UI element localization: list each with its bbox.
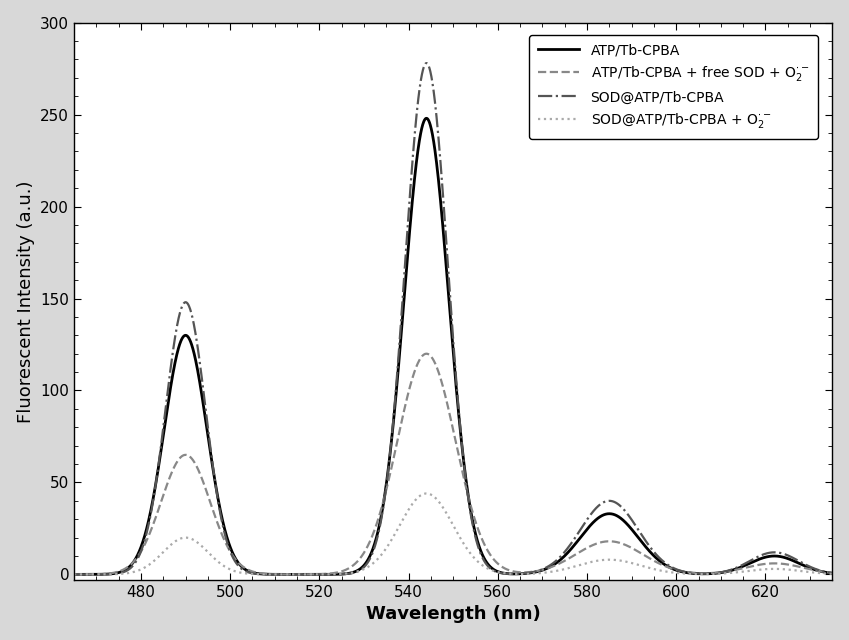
- ATP/Tb-CPBA: [355, 565, 365, 573]
- Line: SOD@ATP/Tb-CPBA: SOD@ATP/Tb-CPBA: [60, 63, 841, 574]
- Legend: ATP/Tb-CPBA, ATP/Tb-CPBA + free SOD + O$_2^{\cdot-}$, SOD@ATP/Tb-CPBA, SOD@ATP/T: ATP/Tb-CPBA, ATP/Tb-CPBA + free SOD + O$…: [530, 35, 818, 139]
- SOD@ATP/Tb-CPBA + O$_2^{\cdot-}$: [836, 570, 846, 578]
- SOD@ATP/Tb-CPBA + O$_2^{\cdot-}$: [737, 568, 747, 575]
- SOD@ATP/Tb-CPBA: [737, 561, 747, 569]
- ATP/Tb-CPBA + free SOD + O$_2^{\cdot-}$: [737, 564, 747, 572]
- SOD@ATP/Tb-CPBA: [836, 570, 846, 578]
- ATP/Tb-CPBA: [737, 563, 747, 570]
- ATP/Tb-CPBA: [191, 358, 201, 366]
- ATP/Tb-CPBA: [821, 568, 831, 576]
- SOD@ATP/Tb-CPBA: [144, 515, 155, 523]
- ATP/Tb-CPBA: [389, 414, 399, 422]
- ATP/Tb-CPBA: [55, 570, 65, 578]
- SOD@ATP/Tb-CPBA: [355, 566, 365, 574]
- SOD@ATP/Tb-CPBA + O$_2^{\cdot-}$: [821, 570, 831, 577]
- Line: ATP/Tb-CPBA: ATP/Tb-CPBA: [60, 118, 841, 574]
- Y-axis label: Fluorescent Intensity (a.u.): Fluorescent Intensity (a.u.): [17, 180, 35, 422]
- ATP/Tb-CPBA + free SOD + O$_2^{\cdot-}$: [355, 555, 365, 563]
- X-axis label: Wavelength (nm): Wavelength (nm): [366, 605, 541, 623]
- ATP/Tb-CPBA + free SOD + O$_2^{\cdot-}$: [191, 461, 201, 469]
- ATP/Tb-CPBA + free SOD + O$_2^{\cdot-}$: [389, 453, 399, 461]
- ATP/Tb-CPBA + free SOD + O$_2^{\cdot-}$: [421, 350, 431, 358]
- ATP/Tb-CPBA: [836, 570, 846, 578]
- ATP/Tb-CPBA: [144, 512, 155, 520]
- Line: ATP/Tb-CPBA + free SOD + O$_2^{\cdot-}$: ATP/Tb-CPBA + free SOD + O$_2^{\cdot-}$: [60, 354, 841, 574]
- SOD@ATP/Tb-CPBA + O$_2^{\cdot-}$: [355, 567, 365, 575]
- SOD@ATP/Tb-CPBA + O$_2^{\cdot-}$: [55, 570, 65, 578]
- SOD@ATP/Tb-CPBA + O$_2^{\cdot-}$: [144, 561, 155, 568]
- ATP/Tb-CPBA + free SOD + O$_2^{\cdot-}$: [821, 568, 831, 576]
- SOD@ATP/Tb-CPBA + O$_2^{\cdot-}$: [389, 532, 399, 540]
- ATP/Tb-CPBA + free SOD + O$_2^{\cdot-}$: [144, 529, 155, 537]
- SOD@ATP/Tb-CPBA: [191, 333, 201, 340]
- SOD@ATP/Tb-CPBA + O$_2^{\cdot-}$: [421, 490, 431, 497]
- ATP/Tb-CPBA + free SOD + O$_2^{\cdot-}$: [836, 570, 846, 577]
- SOD@ATP/Tb-CPBA: [821, 568, 831, 576]
- SOD@ATP/Tb-CPBA: [389, 410, 399, 418]
- SOD@ATP/Tb-CPBA + O$_2^{\cdot-}$: [191, 538, 201, 545]
- Line: SOD@ATP/Tb-CPBA + O$_2^{\cdot-}$: SOD@ATP/Tb-CPBA + O$_2^{\cdot-}$: [60, 493, 841, 574]
- ATP/Tb-CPBA + free SOD + O$_2^{\cdot-}$: [55, 570, 65, 578]
- SOD@ATP/Tb-CPBA: [55, 570, 65, 578]
- ATP/Tb-CPBA: [421, 115, 431, 122]
- SOD@ATP/Tb-CPBA: [421, 60, 431, 67]
